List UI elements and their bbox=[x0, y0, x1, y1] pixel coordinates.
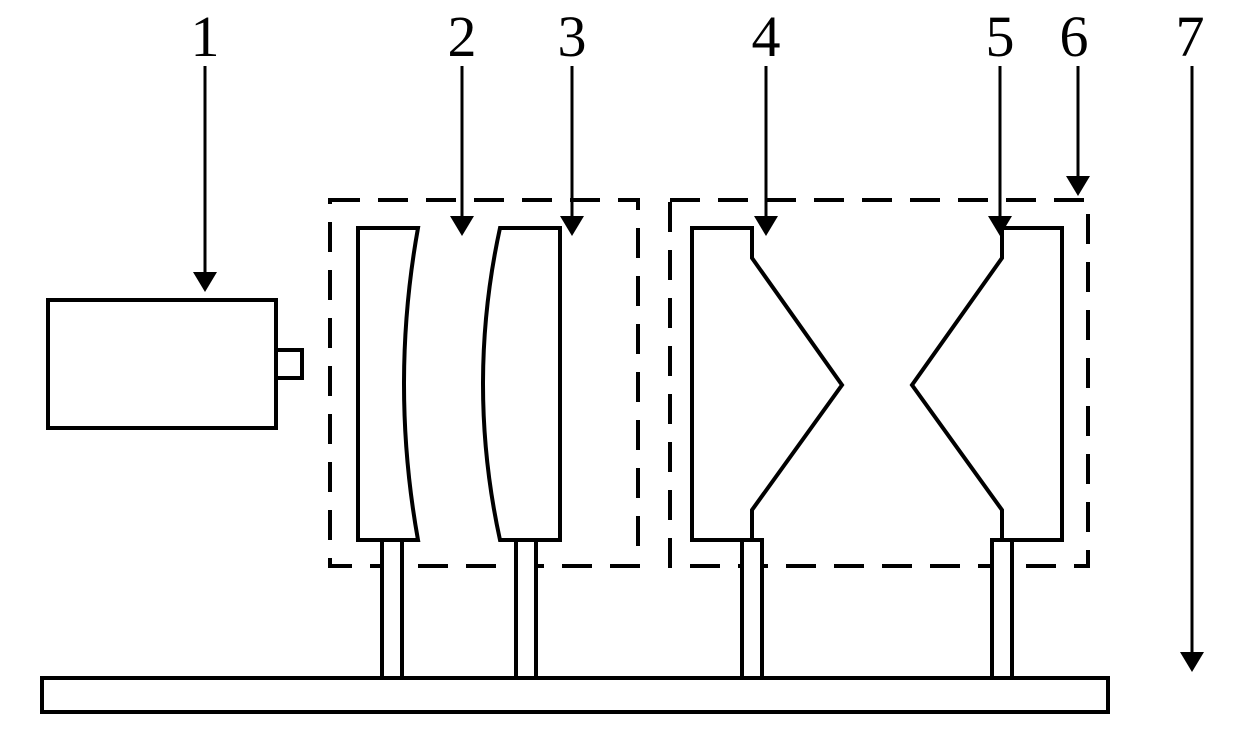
lens-3-post bbox=[516, 540, 536, 678]
label-3: 3 bbox=[558, 4, 587, 69]
label-1: 1 bbox=[191, 4, 220, 69]
lens-2-post bbox=[382, 540, 402, 678]
lens-4-post bbox=[742, 540, 762, 678]
label-7: 7 bbox=[1176, 4, 1205, 69]
label-4: 4 bbox=[752, 4, 781, 69]
label-6: 6 bbox=[1060, 4, 1089, 69]
optical-diagram: 1 2 3 4 56 7 bbox=[0, 0, 1240, 748]
label-2: 2 bbox=[448, 4, 477, 69]
lens-5-post bbox=[992, 540, 1012, 678]
lens-3 bbox=[483, 228, 560, 540]
label-5: 5 bbox=[986, 4, 1015, 69]
